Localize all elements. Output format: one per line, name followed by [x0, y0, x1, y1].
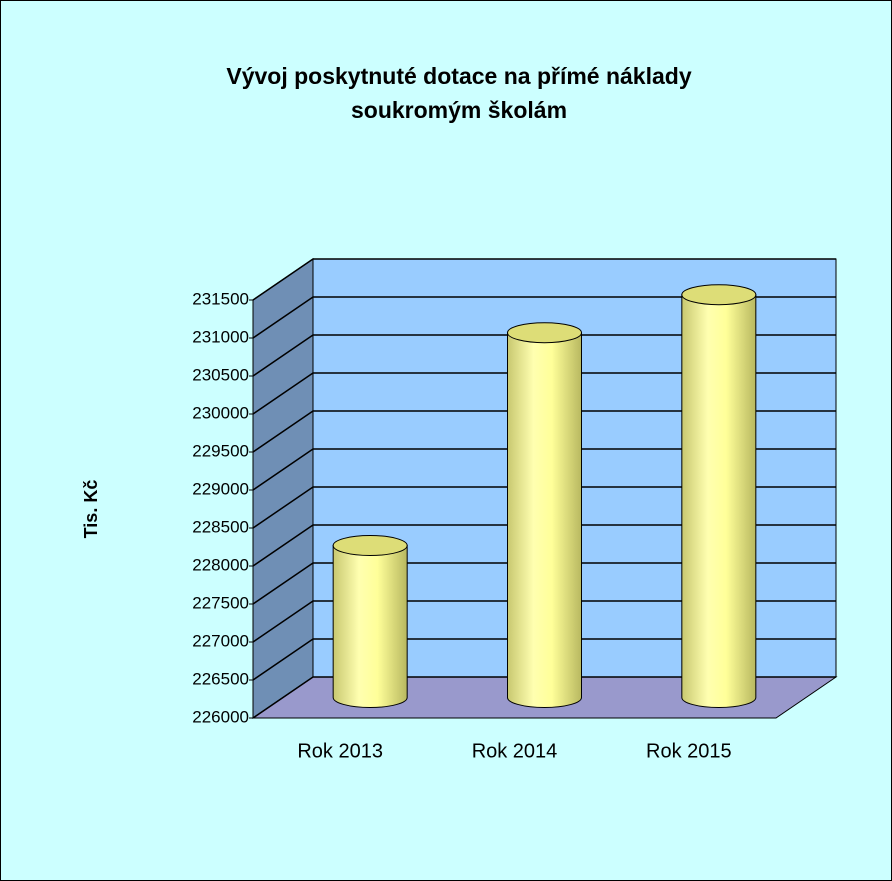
x-tick-label: Rok 2014: [472, 740, 558, 762]
grid-line: [252, 410, 836, 453]
y-tick-label: 226000: [192, 707, 249, 726]
y-tick-label: 229000: [192, 479, 249, 498]
side-wall: [252, 258, 314, 719]
y-tick-label: 230500: [192, 365, 249, 384]
bar: [507, 322, 582, 708]
x-tick-label: Rok 2013: [297, 740, 383, 762]
grid-line: [252, 448, 836, 491]
y-tick-label: 227500: [192, 593, 249, 612]
y-tick-label: 228000: [192, 555, 249, 574]
y-tick-label: 231000: [192, 327, 249, 346]
bar-top: [507, 322, 582, 344]
y-tick-label: 229500: [192, 441, 249, 460]
bar: [332, 535, 408, 708]
bar-body: [507, 332, 582, 708]
chart-title: soukromým školám: [351, 97, 567, 123]
bar-body: [332, 545, 408, 708]
x-tick-label: Rok 2015: [646, 740, 732, 762]
y-tick-label: 230000: [192, 403, 249, 422]
y-tick-label: 226500: [192, 669, 249, 688]
grid-line: [252, 296, 836, 339]
y-axis-label: Tis. Kč: [81, 480, 101, 539]
bar: [681, 284, 757, 708]
grid-line: [252, 524, 836, 567]
y-tick-label: 231500: [192, 289, 249, 308]
bar-top: [332, 535, 408, 556]
y-tick-label: 227000: [192, 631, 249, 650]
bar-body: [681, 294, 757, 708]
grid-line: [252, 676, 836, 719]
grid-line: [252, 334, 836, 377]
grid-line: [252, 638, 836, 681]
grid-line: [252, 562, 836, 605]
grid-line: [252, 486, 836, 529]
bar-top: [681, 284, 757, 306]
y-tick-label: 228500: [192, 517, 249, 536]
chart-title: Vývoj poskytnuté dotace na přímé náklady: [226, 63, 691, 89]
grid-line: [252, 372, 836, 415]
grid-line: [252, 258, 836, 301]
grid-line: [252, 600, 836, 643]
